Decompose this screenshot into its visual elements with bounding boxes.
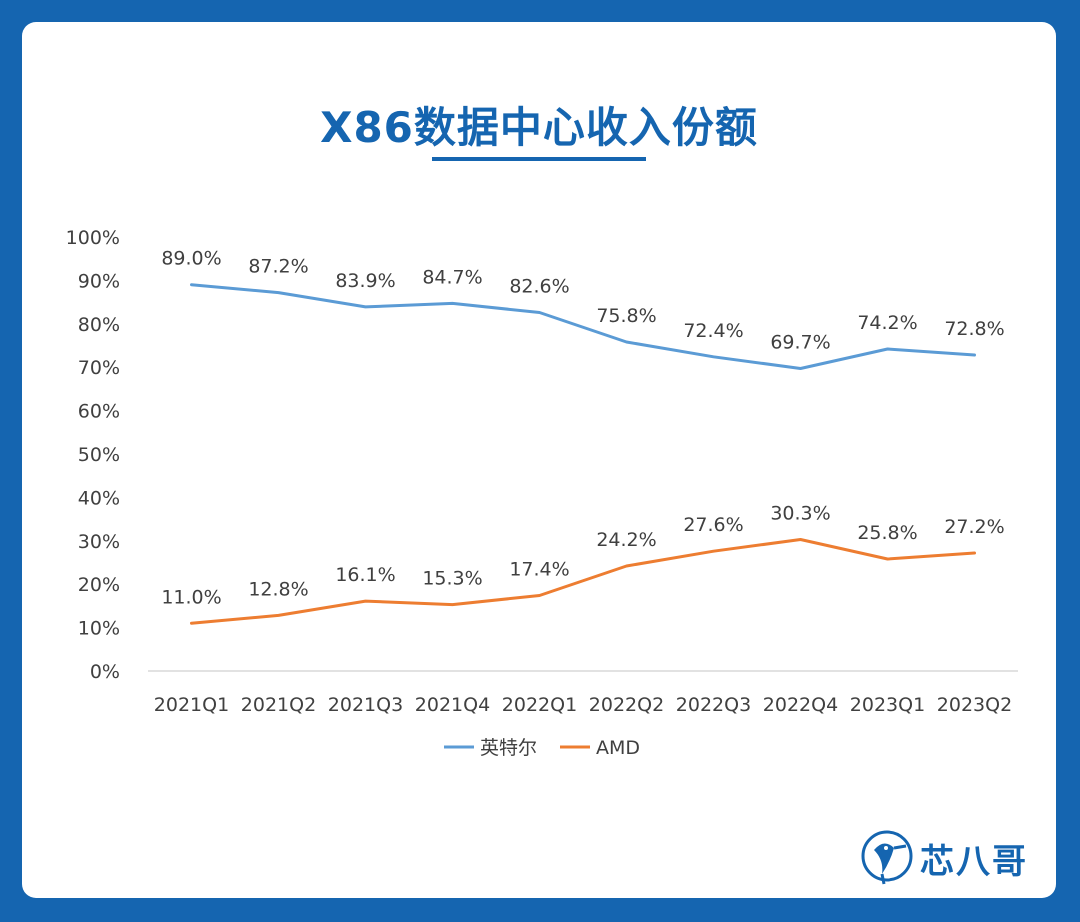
x-tick-label: 2023Q2 <box>937 694 1012 716</box>
x-tick-label: 2023Q1 <box>850 694 925 716</box>
data-label: 24.2% <box>596 529 656 551</box>
data-label: 83.9% <box>335 270 395 292</box>
brand-logo: 芯八哥 <box>860 828 1028 888</box>
data-label: 72.8% <box>944 318 1004 340</box>
data-label: 69.7% <box>770 332 830 354</box>
x-tick-label: 2021Q3 <box>328 694 403 716</box>
chart-title: X86数据中心收入份额 <box>320 103 758 152</box>
x-tick-label: 2022Q1 <box>502 694 577 716</box>
data-label: 11.0% <box>161 586 221 608</box>
chart-card: X86数据中心收入份额 0% 10% 20% 30% 40% 50% 60% 70% 80% 90… <box>22 22 1056 898</box>
y-tick-label: 60% <box>78 401 120 423</box>
data-label: 82.6% <box>509 276 569 298</box>
y-tick-label: 40% <box>78 487 120 509</box>
data-label: 84.7% <box>422 266 482 288</box>
legend-label-intel: 英特尔 <box>480 737 537 759</box>
data-label: 16.1% <box>335 564 395 586</box>
data-label: 87.2% <box>248 256 308 278</box>
y-tick-label: 10% <box>78 618 120 640</box>
x-tick-label: 2022Q3 <box>676 694 751 716</box>
logo-text: 芯八哥 <box>920 841 1028 882</box>
y-tick-label: 0% <box>90 661 120 683</box>
data-label: 72.4% <box>683 320 743 342</box>
line-chart: 0% 10% 20% 30% 40% 50% 60% 70% 80% 90% 100% 2021Q1 2… <box>66 227 1018 759</box>
y-tick-label: 70% <box>78 357 120 379</box>
y-tick-label: 80% <box>78 314 120 336</box>
x-tick-label: 2021Q1 <box>154 694 229 716</box>
y-tick-label: 20% <box>78 574 120 596</box>
x-tick-label: 2021Q4 <box>415 694 490 716</box>
data-label: 27.6% <box>683 514 743 536</box>
y-tick-label: 100% <box>66 227 120 249</box>
data-label: 27.2% <box>944 516 1004 538</box>
y-tick-label: 50% <box>78 444 120 466</box>
legend-label-amd: AMD <box>596 737 640 759</box>
data-label: 89.0% <box>161 248 221 270</box>
data-label: 17.4% <box>509 558 569 580</box>
kingfisher-logo-icon <box>861 830 913 885</box>
x-tick-label: 2022Q4 <box>763 694 838 716</box>
series-line-intel <box>190 283 976 370</box>
data-label: 12.8% <box>248 578 308 600</box>
data-label: 75.8% <box>596 305 656 327</box>
title-underline <box>432 157 646 161</box>
y-tick-label: 90% <box>78 270 120 292</box>
y-tick-label: 30% <box>78 531 120 553</box>
data-label: 15.3% <box>422 568 482 590</box>
data-label: 25.8% <box>857 522 917 544</box>
x-tick-label: 2022Q2 <box>589 694 664 716</box>
x-tick-label: 2021Q2 <box>241 694 316 716</box>
data-label: 30.3% <box>770 502 830 524</box>
data-label: 74.2% <box>857 312 917 334</box>
series-line-amd <box>190 538 976 625</box>
